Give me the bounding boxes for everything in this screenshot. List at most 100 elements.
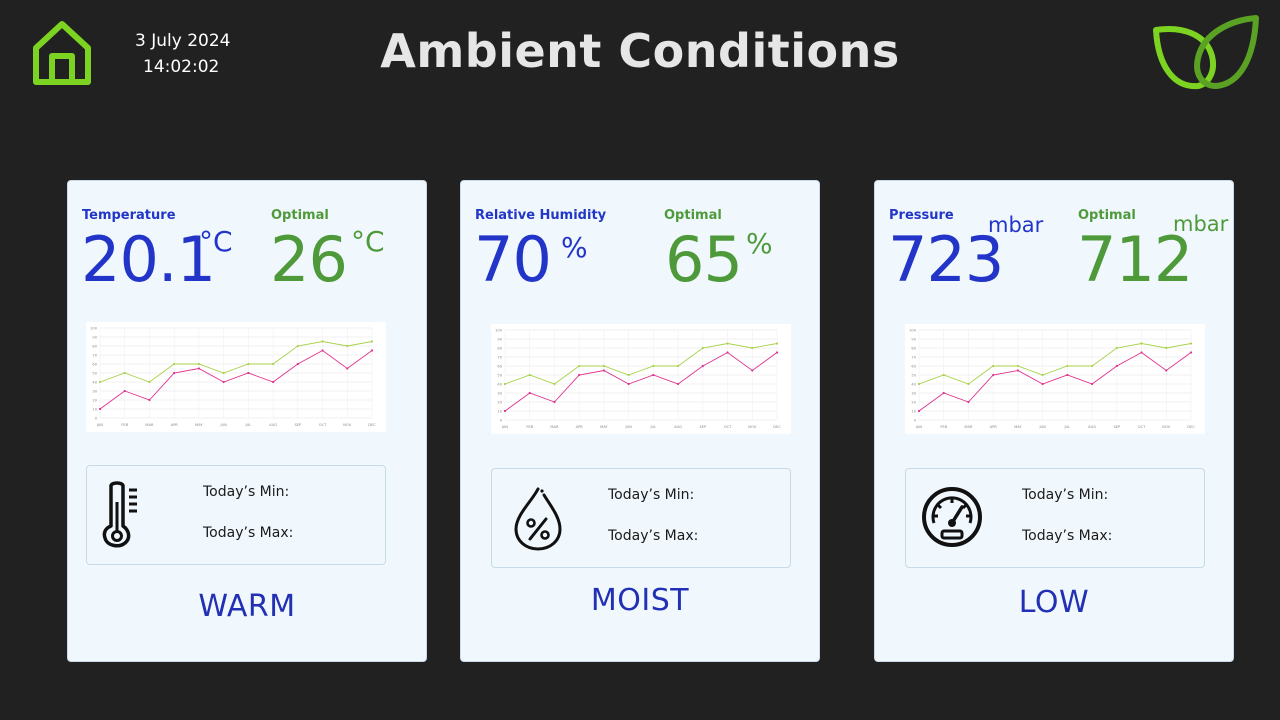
data-point — [1115, 346, 1118, 350]
optimal-label: Optimal — [1078, 208, 1136, 223]
x-tick-label: FEB — [940, 425, 947, 429]
status-text: WARM — [198, 589, 296, 624]
y-tick-label: 90 — [497, 338, 502, 342]
x-tick-label: NOV — [1162, 425, 1170, 429]
y-tick-label: 40 — [911, 383, 916, 387]
y-tick-label: 0 — [95, 417, 98, 421]
x-tick-label: APR — [990, 425, 998, 429]
temperature-card: Temperature 20.1 °C Optimal 26 °C 0 10 20 3… — [67, 180, 427, 662]
today-min-label: Today’s Min: — [1022, 487, 1109, 503]
data-point — [321, 340, 324, 343]
y-tick-label: 100 — [90, 327, 98, 331]
thermometer-icon — [101, 480, 165, 548]
leaf-logo-icon — [1152, 14, 1262, 90]
x-tick-label: AUG — [674, 425, 682, 429]
optimal-unit: °C — [351, 225, 385, 258]
data-point — [123, 389, 126, 393]
data-point — [775, 342, 779, 345]
data-point — [271, 362, 275, 366]
data-point — [992, 364, 995, 368]
x-tick-label: MAY — [195, 423, 203, 427]
data-point — [967, 382, 970, 386]
current-label: Pressure — [889, 208, 954, 223]
data-point — [992, 373, 995, 377]
y-tick-label: 80 — [911, 347, 916, 351]
data-point — [1140, 351, 1143, 354]
data-point — [1016, 369, 1020, 372]
data-point — [726, 351, 729, 354]
y-tick-label: 30 — [92, 390, 97, 394]
x-tick-label: NOV — [343, 423, 351, 427]
x-tick-label: MAY — [1014, 425, 1022, 429]
series-line-0 — [504, 343, 778, 385]
data-point — [148, 380, 151, 384]
x-tick-label: MAR — [145, 423, 154, 427]
data-point — [602, 369, 606, 372]
data-point — [967, 400, 970, 404]
data-point — [222, 380, 225, 384]
y-tick-label: 90 — [911, 338, 916, 342]
x-tick-label: JUN — [1038, 425, 1046, 429]
current-value: 723 — [888, 223, 1004, 296]
data-point — [1090, 364, 1094, 368]
x-tick-label: MAY — [600, 425, 608, 429]
x-tick-label: FEB — [121, 423, 128, 427]
x-tick-label: JAN — [915, 425, 922, 429]
x-tick-label: JAN — [501, 425, 508, 429]
min-max-panel: Today’s Min: Today’s Max: — [86, 465, 386, 565]
x-tick-label: JUL — [245, 423, 252, 427]
data-point — [296, 344, 299, 348]
data-point — [321, 349, 324, 352]
y-tick-label: 30 — [911, 392, 916, 396]
y-tick-label: 0 — [914, 419, 917, 423]
data-point — [1165, 369, 1168, 372]
data-point — [197, 367, 201, 370]
data-point — [1016, 364, 1020, 368]
x-tick-label: JUN — [624, 425, 632, 429]
x-tick-label: OCT — [319, 423, 327, 427]
data-point — [917, 382, 921, 386]
data-point — [247, 371, 250, 375]
optimal-label: Optimal — [664, 208, 722, 223]
current-label: Temperature — [82, 208, 176, 223]
optimal-unit: mbar — [1173, 212, 1229, 236]
y-tick-label: 60 — [92, 363, 97, 367]
data-point — [775, 351, 779, 354]
today-min-label: Today’s Min: — [608, 487, 695, 503]
data-point — [917, 409, 921, 413]
optimal-value: 26 — [270, 223, 348, 296]
data-point — [942, 373, 945, 377]
data-point — [503, 409, 507, 413]
page-title: Ambient Conditions — [380, 24, 900, 78]
y-tick-label: 10 — [911, 410, 916, 414]
today-min-label: Today’s Min: — [203, 484, 290, 500]
x-tick-label: JUL — [1064, 425, 1071, 429]
x-tick-label: MAR — [964, 425, 973, 429]
current-value: 70 — [474, 223, 552, 296]
x-tick-label: DEC — [773, 425, 781, 429]
data-point — [222, 371, 225, 375]
x-tick-label: SEP — [1113, 425, 1121, 429]
data-point — [1066, 364, 1069, 368]
current-unit: % — [561, 231, 588, 264]
humidity-drop-icon — [506, 483, 570, 551]
data-point — [123, 371, 126, 375]
x-tick-label: MAR — [550, 425, 559, 429]
data-point — [676, 364, 680, 368]
min-max-panel: Today’s Min: Today’s Max: — [491, 468, 791, 568]
data-point — [627, 382, 630, 386]
home-icon[interactable] — [30, 18, 94, 86]
y-tick-label: 60 — [497, 365, 502, 369]
data-point — [602, 364, 606, 368]
data-point — [197, 362, 201, 366]
y-tick-label: 10 — [92, 408, 97, 412]
y-tick-label: 20 — [911, 401, 916, 405]
trend-chart: 0 10 20 30 40 50 60 70 80 90 100 JAN FEB MAR APR MAY JUN… — [905, 324, 1205, 434]
series-line-1 — [99, 349, 373, 410]
gauge-icon — [920, 483, 984, 551]
status-text: MOIST — [590, 583, 690, 618]
trend-chart: 0 10 20 30 40 50 60 70 80 90 100 JAN FEB MAR APR MAY JUN… — [491, 324, 791, 434]
optimal-unit: % — [746, 227, 773, 260]
y-tick-label: 20 — [497, 401, 502, 405]
x-tick-label: AUG — [269, 423, 277, 427]
